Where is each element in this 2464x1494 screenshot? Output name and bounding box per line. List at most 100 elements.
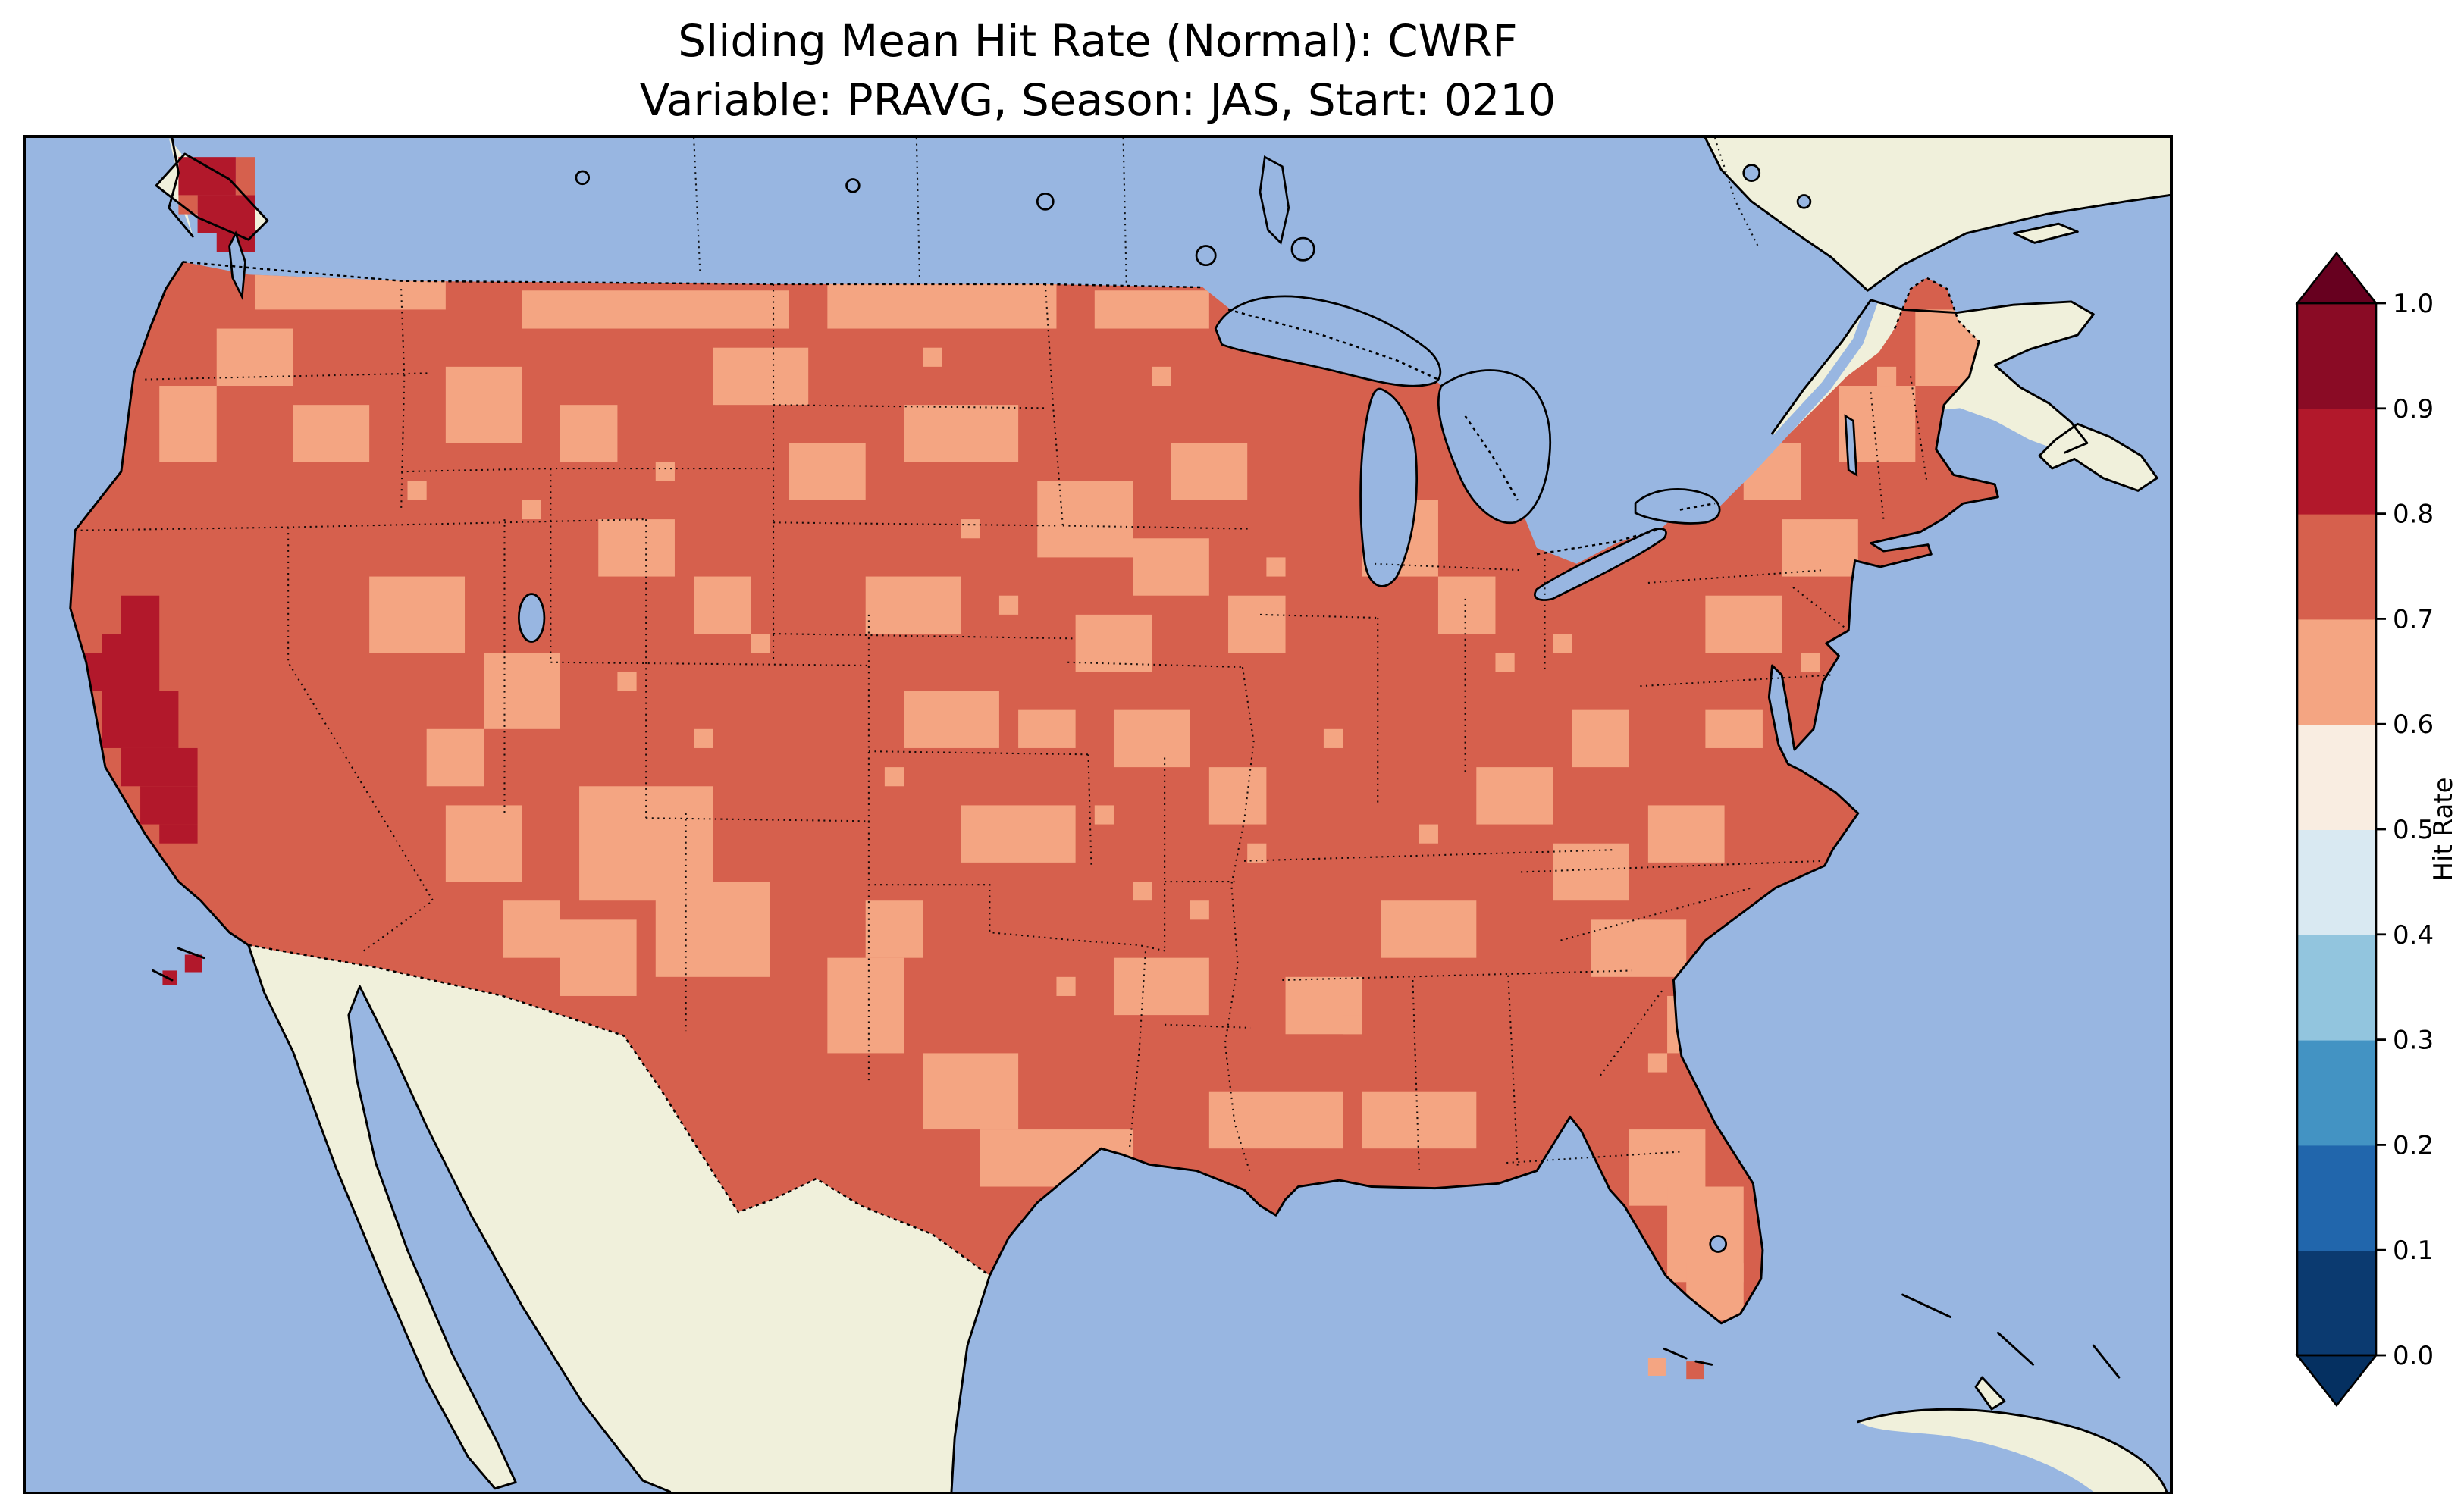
heatmap-cell-light (904, 405, 1019, 462)
heatmap-cell-light (159, 386, 217, 462)
heatmap-cell-light (1037, 481, 1133, 558)
heatmap-cell-light (445, 805, 522, 882)
heatmap-cell-light (560, 405, 618, 462)
heatmap-cell-dark (178, 157, 236, 196)
heatmap-cell-light (694, 576, 751, 634)
heatmap-cell-light (503, 900, 560, 958)
coastlines (69, 138, 2170, 1492)
lake-erie (1534, 528, 1667, 601)
heatmap-cell-light (1133, 882, 1152, 901)
heatmap-cell-light (1171, 443, 1248, 500)
canada-lake-2 (845, 178, 861, 193)
colorbar-extend-over-arrow (2295, 251, 2378, 305)
heatmap-cell-light (1323, 728, 1343, 748)
heatmap-cell-offshore (184, 954, 202, 973)
country-borders (183, 261, 1980, 1276)
heatmap-cell-light (1362, 1091, 1477, 1149)
great-salt-lake (517, 593, 546, 643)
figure-title-line2: Variable: PRAVG, Season: JAS, Start: 021… (639, 74, 1556, 126)
pacific-coastline (69, 138, 250, 947)
heatmap-cell-light (1876, 366, 1897, 387)
heatmap-cell-light (1437, 576, 1496, 634)
colorbar-band (2297, 619, 2376, 725)
heatmap-cell-light (1495, 653, 1515, 672)
lake-okeechobee (1709, 1235, 1728, 1253)
mexico-coastline (247, 944, 991, 1492)
lake-champlain (1844, 414, 1858, 477)
heatmap-cell-dark (159, 824, 198, 844)
quebec-lake-2 (1796, 194, 1812, 209)
figure-title: Sliding Mean Hit Rate (Normal): CWRF Var… (23, 12, 2173, 130)
cuba-landmass (1857, 1409, 2167, 1492)
heatmap-cell-light (865, 576, 961, 634)
heatmap-cell-light (1801, 653, 1820, 672)
heatmap-cell-light (1018, 709, 1076, 748)
heatmap-cell-offshore (1686, 1361, 1704, 1380)
colorbar-band (2297, 724, 2376, 830)
colorbar-tick-label: 0.4 (2393, 920, 2434, 951)
colorbar-band (2297, 1039, 2376, 1146)
heatmap-cell-light (1419, 824, 1438, 844)
heatmap-cell-light (1152, 366, 1171, 387)
lake-huron (1437, 369, 1551, 525)
heatmap-cell-light (1553, 634, 1572, 653)
heatmap-cell-light (407, 481, 427, 500)
colorbar-band (2297, 829, 2376, 935)
lake-winnipeg (1259, 155, 1290, 246)
east-canada-coastline (1704, 138, 2170, 492)
heatmap-cell-light (426, 728, 484, 787)
nova-scotia-landmass (2039, 424, 2158, 491)
colorbar-tick-label: 0.1 (2393, 1236, 2434, 1266)
heatmap-cell-light (1591, 919, 1687, 977)
heatmap-cell-light (293, 405, 370, 462)
heatmap-cell-light (1381, 900, 1477, 958)
quebec-lake-1 (1742, 164, 1761, 182)
canada-lake-3 (575, 170, 591, 186)
heatmap-cell-light (1056, 976, 1076, 996)
heatmap-cell-light (1094, 290, 1209, 329)
heatmap-cell-dark (102, 691, 179, 748)
lake-ontario (1634, 488, 1721, 525)
heatmap-cell-light (1228, 595, 1286, 653)
heatmap-cell-light (1553, 843, 1629, 901)
mexico-landmass (248, 944, 990, 1492)
heatmap-cell-light (1647, 805, 1725, 863)
heatmap-cell-light (904, 691, 999, 748)
colorbar-band (2297, 303, 2376, 409)
heatmap-cell-light (1075, 614, 1152, 672)
colorbar-tick-label: 0.0 (2393, 1341, 2434, 1371)
heatmap-cell-light (1647, 1053, 1668, 1073)
caribbean-coastline (152, 947, 2168, 1492)
heatmap-cell-light (827, 957, 904, 1054)
heatmap-cell-light (1343, 1015, 1362, 1035)
heatmap-cell-light (1705, 595, 1782, 653)
colorbar-band (2297, 513, 2376, 620)
heatmap-cell-light (1247, 843, 1267, 863)
heatmap-cell-light (1782, 519, 1858, 577)
heatmap-cell-light (1266, 557, 1286, 577)
map-figure (23, 135, 2173, 1494)
heatmap-cell-light (789, 443, 866, 500)
heatmap-cell-light (369, 576, 466, 653)
lake-nipigon (1290, 236, 1315, 262)
heatmap-cell-light (655, 882, 770, 977)
heatmap-cell-light (1705, 709, 1763, 748)
heatmap-cell-light (884, 767, 904, 787)
gulf-atlantic-coastline (988, 340, 1999, 1325)
canada-lake-1 (1036, 193, 1055, 211)
colorbar-extend-under-arrow (2295, 1354, 2378, 1408)
heatmap-cell-light (961, 805, 1076, 863)
heatmap-cell-offshore (1647, 1358, 1666, 1376)
heatmap-cell-light (1133, 538, 1209, 596)
heatmap-cell-light (1572, 709, 1629, 768)
lakes (228, 155, 1858, 1253)
heatmap-cell-dark (121, 595, 160, 634)
colorbar-tick-label: 0.2 (2393, 1130, 2434, 1160)
heatmap-cell-light (522, 290, 790, 329)
state-borders (75, 283, 1928, 1175)
colorbar-tick-label: 0.8 (2393, 500, 2434, 530)
puget-sound (228, 230, 246, 301)
heatmap-cell-light (694, 728, 713, 748)
heatmap-cell-light (655, 462, 675, 481)
